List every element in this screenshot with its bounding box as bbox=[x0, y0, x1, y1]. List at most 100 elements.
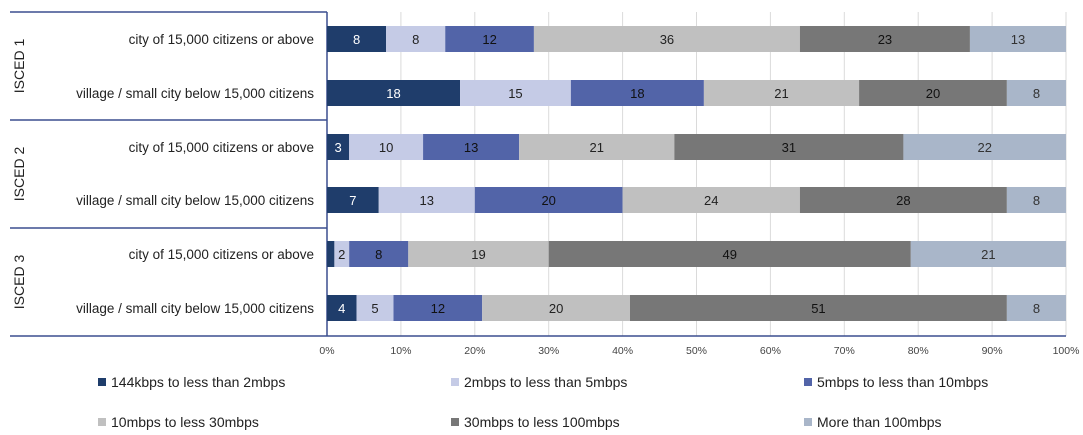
data-label: 51 bbox=[811, 301, 825, 316]
bar-segment bbox=[349, 241, 409, 267]
bar-segment bbox=[859, 80, 1007, 106]
x-tick-label: 20% bbox=[464, 345, 485, 357]
data-label: 13 bbox=[420, 193, 434, 208]
group-label: ISCED 3 bbox=[11, 255, 27, 310]
data-label: 36 bbox=[660, 32, 674, 47]
bar-segment bbox=[334, 241, 350, 267]
bar-segment bbox=[408, 241, 549, 267]
x-tick-label: 10% bbox=[390, 345, 411, 357]
bar-segment bbox=[570, 80, 704, 106]
bar-segment bbox=[533, 26, 800, 52]
bar-segment bbox=[356, 295, 394, 321]
bar-segment bbox=[799, 187, 1007, 213]
legend-swatch bbox=[98, 418, 106, 426]
bar-segment bbox=[327, 187, 379, 213]
data-label: 2 bbox=[338, 247, 345, 262]
bar-segment bbox=[423, 134, 520, 160]
legend-label: 2mbps to less than 5mbps bbox=[464, 374, 627, 390]
data-label: 31 bbox=[782, 140, 796, 155]
group-label: ISCED 1 bbox=[11, 39, 27, 94]
bar-segment bbox=[474, 187, 623, 213]
data-label: 4 bbox=[338, 301, 345, 316]
data-label: 49 bbox=[723, 247, 737, 262]
category-label: village / small city below 15,000 citize… bbox=[76, 193, 314, 208]
data-label: 8 bbox=[375, 247, 382, 262]
bar-segment bbox=[327, 295, 357, 321]
x-tick-label: 0% bbox=[319, 345, 334, 357]
bar-segment bbox=[629, 295, 1007, 321]
data-label: 21 bbox=[774, 86, 788, 101]
bar-segment bbox=[327, 134, 350, 160]
data-label: 12 bbox=[431, 301, 445, 316]
x-tick-label: 70% bbox=[834, 345, 855, 357]
data-label: 21 bbox=[590, 140, 604, 155]
x-tick-label: 80% bbox=[908, 345, 929, 357]
category-label: village / small city below 15,000 citize… bbox=[76, 86, 314, 101]
legend-swatch bbox=[451, 378, 459, 386]
bar-segment bbox=[799, 26, 970, 52]
bar-segment bbox=[703, 80, 860, 106]
legend: 144kbps to less than 2mbps 2mbps to less … bbox=[98, 374, 988, 430]
category-labels: city of 15,000 citizens or above village … bbox=[76, 32, 314, 316]
data-label: 8 bbox=[1033, 301, 1040, 316]
legend-label: 144kbps to less than 2mbps bbox=[111, 374, 285, 390]
x-tick-label: 30% bbox=[538, 345, 559, 357]
bar-segment bbox=[969, 26, 1066, 52]
bar-segment bbox=[378, 187, 475, 213]
legend-label: 30mbps to less 100mbps bbox=[464, 414, 620, 430]
data-label: 13 bbox=[1011, 32, 1025, 47]
bar-segment bbox=[349, 134, 424, 160]
x-axis-ticks: 0% 10% 20% 30% 40% 50% 60% 70% 80% 90% 100% bbox=[319, 345, 1079, 357]
data-label: 21 bbox=[981, 247, 995, 262]
data-label: 3 bbox=[334, 140, 341, 155]
gridlines bbox=[326, 12, 1067, 336]
bar-segment bbox=[1006, 187, 1066, 213]
x-tick-label: 90% bbox=[982, 345, 1003, 357]
data-label: 28 bbox=[896, 193, 910, 208]
data-label: 20 bbox=[549, 301, 563, 316]
data-label: 18 bbox=[386, 86, 400, 101]
data-label: 10 bbox=[379, 140, 393, 155]
data-label: 19 bbox=[471, 247, 485, 262]
legend-label: 10mbps to less 30mbps bbox=[111, 414, 259, 430]
x-tick-label: 60% bbox=[760, 345, 781, 357]
bar-segment bbox=[674, 134, 904, 160]
legend-swatch bbox=[451, 418, 459, 426]
x-tick-label: 40% bbox=[612, 345, 633, 357]
data-label: 8 bbox=[412, 32, 419, 47]
bar-segment bbox=[445, 26, 534, 52]
data-label: 24 bbox=[704, 193, 718, 208]
bar-segment bbox=[327, 80, 461, 106]
data-label: 8 bbox=[353, 32, 360, 47]
bar-segment bbox=[327, 241, 335, 267]
x-tick-label: 100% bbox=[1053, 345, 1080, 357]
data-label: 20 bbox=[926, 86, 940, 101]
group-label: ISCED 2 bbox=[11, 147, 27, 202]
legend-swatch bbox=[804, 378, 812, 386]
bar-segment bbox=[1006, 80, 1066, 106]
data-label: 5 bbox=[371, 301, 378, 316]
category-label: city of 15,000 citizens or above bbox=[129, 247, 314, 262]
x-tick-label: 50% bbox=[686, 345, 707, 357]
bar-segment bbox=[482, 295, 630, 321]
bar-segment bbox=[910, 241, 1066, 267]
bar-segment bbox=[1006, 295, 1066, 321]
category-label: city of 15,000 citizens or above bbox=[129, 32, 314, 47]
bar-segment bbox=[622, 187, 800, 213]
data-label: 7 bbox=[349, 193, 356, 208]
data-label: 20 bbox=[541, 193, 555, 208]
bar-segment bbox=[519, 134, 675, 160]
category-label: village / small city below 15,000 citize… bbox=[76, 301, 314, 316]
category-label: city of 15,000 citizens or above bbox=[129, 140, 314, 155]
bar-segment bbox=[327, 26, 387, 52]
data-label: 18 bbox=[630, 86, 644, 101]
legend-label: More than 100mbps bbox=[817, 414, 942, 430]
legend-swatch bbox=[804, 418, 812, 426]
group-labels: ISCED 1 ISCED 2 ISCED 3 bbox=[11, 39, 27, 310]
data-label: 12 bbox=[482, 32, 496, 47]
data-label: 15 bbox=[508, 86, 522, 101]
legend-swatch bbox=[98, 378, 106, 386]
bar-segment bbox=[393, 295, 483, 321]
